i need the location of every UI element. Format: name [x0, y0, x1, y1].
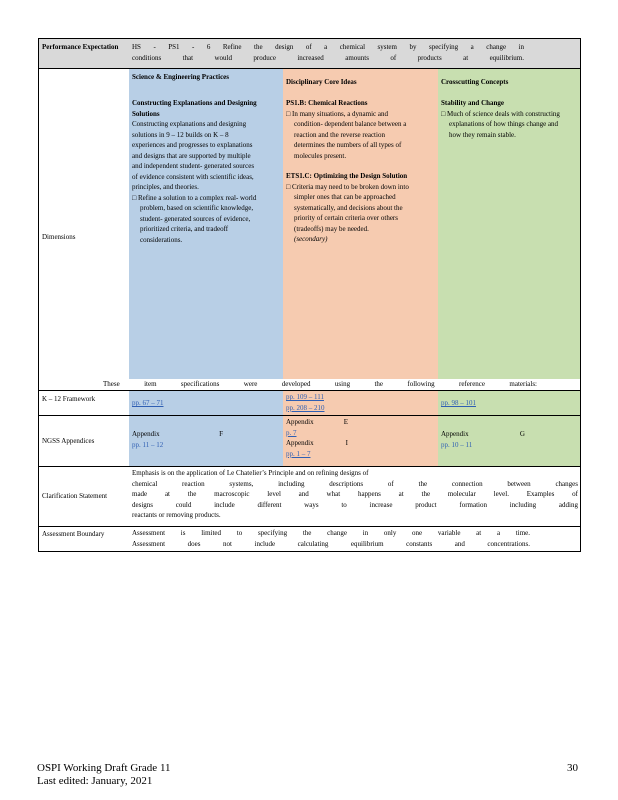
- clarification-label-text: Clarification Statement: [42, 492, 108, 501]
- k12-sep-pages-link[interactable]: pp. 67 – 71: [132, 399, 164, 407]
- k12-ccc-pages-link[interactable]: pp. 98 – 101: [441, 399, 476, 407]
- assessment-boundary-line: Assessment is limited to specifying the …: [132, 529, 530, 537]
- ngss-dci-appendix-1: Appendix E: [286, 418, 348, 426]
- dci-bullet-2: □ Criteria may need to be broken down in…: [286, 182, 416, 235]
- ngss-sep-appendix: Appendix F: [132, 430, 223, 438]
- sep-body: Constructing explanations and designing …: [132, 120, 255, 191]
- performance-expectation-label: Performance Expectation: [42, 43, 119, 51]
- performance-expectation-line: HS - PS1 - 6 Refine the design of a chem…: [132, 43, 524, 51]
- divider: [39, 526, 580, 527]
- dimension-headers-row: Science & Engineering Practices Discipli…: [39, 69, 580, 95]
- dci-bullet-2-text: Criteria may need to be broken down into…: [291, 182, 409, 233]
- reference-note-row: These item specifications were developed…: [39, 379, 580, 390]
- divider: [39, 415, 580, 416]
- dci-title-2: ETS1.C: Optimizing the Design Solution: [286, 172, 408, 180]
- clarification-line: Emphasis is on the application of Le Cha…: [132, 469, 369, 477]
- assessment-boundary-row: Assessment Boundary Assessment is limite…: [39, 527, 580, 551]
- clarification-line: reactants or removing products.: [132, 511, 221, 519]
- footer-last-edited: Last edited: January, 2021: [37, 775, 153, 787]
- sep-title: Constructing Explanations and Designing …: [132, 99, 257, 118]
- divider: [39, 390, 580, 391]
- assessment-boundary-line: Assessment does not include calculating …: [132, 539, 530, 548]
- ngss-appendices-row: NGSS Appendices Appendix F pp. 11 – 12 A…: [39, 416, 580, 466]
- assessment-boundary-text: Assessment is limited to specifying the …: [132, 527, 530, 551]
- item-specification-table: Performance Expectation HS - PS1 - 6 Ref…: [38, 38, 581, 552]
- header-sep-label: Science & Engineering Practices: [132, 73, 230, 81]
- k12-sep-cell: pp. 67 – 71: [129, 391, 283, 415]
- ccc-title: Stability and Change: [441, 99, 505, 107]
- divider: [39, 466, 580, 467]
- dci-bullet-1-text: In many situations, a dynamic and condit…: [291, 109, 407, 160]
- ngss-appendices-label-text: NGSS Appendices: [42, 436, 95, 445]
- dimensions-label-text: Dimensions: [42, 232, 76, 241]
- performance-expectation-text: HS - PS1 - 6 Refine the design of a chem…: [132, 39, 524, 68]
- clarification-line: made at the macroscopic level and what h…: [132, 490, 578, 498]
- dci-title-1: PS1.B: Chemical Reactions: [286, 99, 368, 107]
- ngss-dci-cell: Appendix E p. 7 Appendix I pp. 1 – 7: [283, 416, 438, 466]
- dimensions-label: Dimensions: [39, 95, 129, 379]
- header-spacer: [39, 69, 129, 95]
- reference-note: These item specifications were developed…: [103, 380, 537, 388]
- sep-bullet: □ Refine a solution to a complex real- w…: [132, 193, 261, 246]
- ngss-ccc-appendix: Appendix G: [441, 430, 525, 438]
- footer-title: OSPI Working Draft Grade 11: [37, 762, 171, 774]
- ccc-bullet: □ Much of science deals with constructin…: [441, 109, 566, 141]
- ngss-sep-pages[interactable]: pp. 11 – 12: [132, 440, 164, 449]
- ngss-ccc-pages[interactable]: pp. 10 – 11: [441, 440, 473, 449]
- k12-ccc-cell: pp. 98 – 101: [438, 391, 580, 415]
- ccc-cell: Stability and Change □ Much of science d…: [438, 95, 580, 379]
- checkbox-bullet-icon: □: [441, 109, 447, 118]
- assessment-boundary-label: Assessment Boundary: [42, 530, 105, 538]
- ccc-bullet-text: Much of science deals with constructing …: [446, 109, 560, 139]
- performance-expectation-line: conditions that would produce increased …: [132, 53, 524, 62]
- checkbox-bullet-icon: □: [286, 109, 292, 118]
- checkbox-bullet-icon: □: [286, 182, 292, 191]
- ngss-dci-pages-2[interactable]: pp. 1 – 7: [286, 449, 311, 458]
- clarification-text: Emphasis is on the application of Le Cha…: [132, 467, 578, 526]
- k12-dci-pages-link-1[interactable]: pp. 109 – 111: [286, 393, 324, 401]
- sep-bullet-text: Refine a solution to a complex real- wor…: [137, 193, 257, 244]
- header-dci: Disciplinary Core Ideas: [283, 69, 438, 95]
- clarification-row: Clarification Statement Emphasis is on t…: [39, 467, 580, 526]
- sep-cell: Constructing Explanations and Designing …: [129, 95, 283, 379]
- dci-secondary-note: (secondary): [294, 235, 328, 243]
- header-dci-label: Disciplinary Core Ideas: [286, 78, 357, 86]
- checkbox-bullet-icon: □: [132, 193, 138, 202]
- k12-framework-label: K – 12 Framework: [42, 395, 96, 403]
- header-ccc-label: Crosscutting Concepts: [441, 78, 509, 86]
- clarification-line: chemical reaction systems, including des…: [132, 479, 578, 488]
- ngss-appendices-label: NGSS Appendices: [39, 416, 129, 466]
- k12-framework-row: K – 12 Framework pp. 67 – 71 pp. 109 – 1…: [39, 391, 580, 415]
- k12-dci-cell: pp. 109 – 111 pp. 208 – 210: [283, 391, 438, 415]
- dimensions-row: Dimensions Constructing Explanations and…: [39, 95, 580, 379]
- ngss-dci-pages-1[interactable]: p. 7: [286, 428, 297, 437]
- clarification-label: Clarification Statement: [39, 467, 129, 526]
- performance-expectation-row: Performance Expectation HS - PS1 - 6 Ref…: [39, 39, 580, 68]
- ngss-sep-cell: Appendix F pp. 11 – 12: [129, 416, 283, 466]
- ngss-dci-appendix-2: Appendix I: [286, 439, 348, 447]
- ngss-ccc-cell: Appendix G pp. 10 – 11: [438, 416, 580, 466]
- divider: [39, 68, 580, 69]
- header-sep: Science & Engineering Practices: [129, 69, 283, 95]
- page-number: 30: [567, 762, 578, 774]
- dci-bullet-1: □ In many situations, a dynamic and cond…: [286, 109, 416, 162]
- dci-cell: PS1.B: Chemical Reactions □ In many situ…: [283, 95, 438, 379]
- header-ccc: Crosscutting Concepts: [438, 69, 580, 95]
- clarification-line: designs could include different ways to …: [132, 500, 578, 509]
- k12-dci-pages-link-2[interactable]: pp. 208 – 210: [286, 403, 325, 412]
